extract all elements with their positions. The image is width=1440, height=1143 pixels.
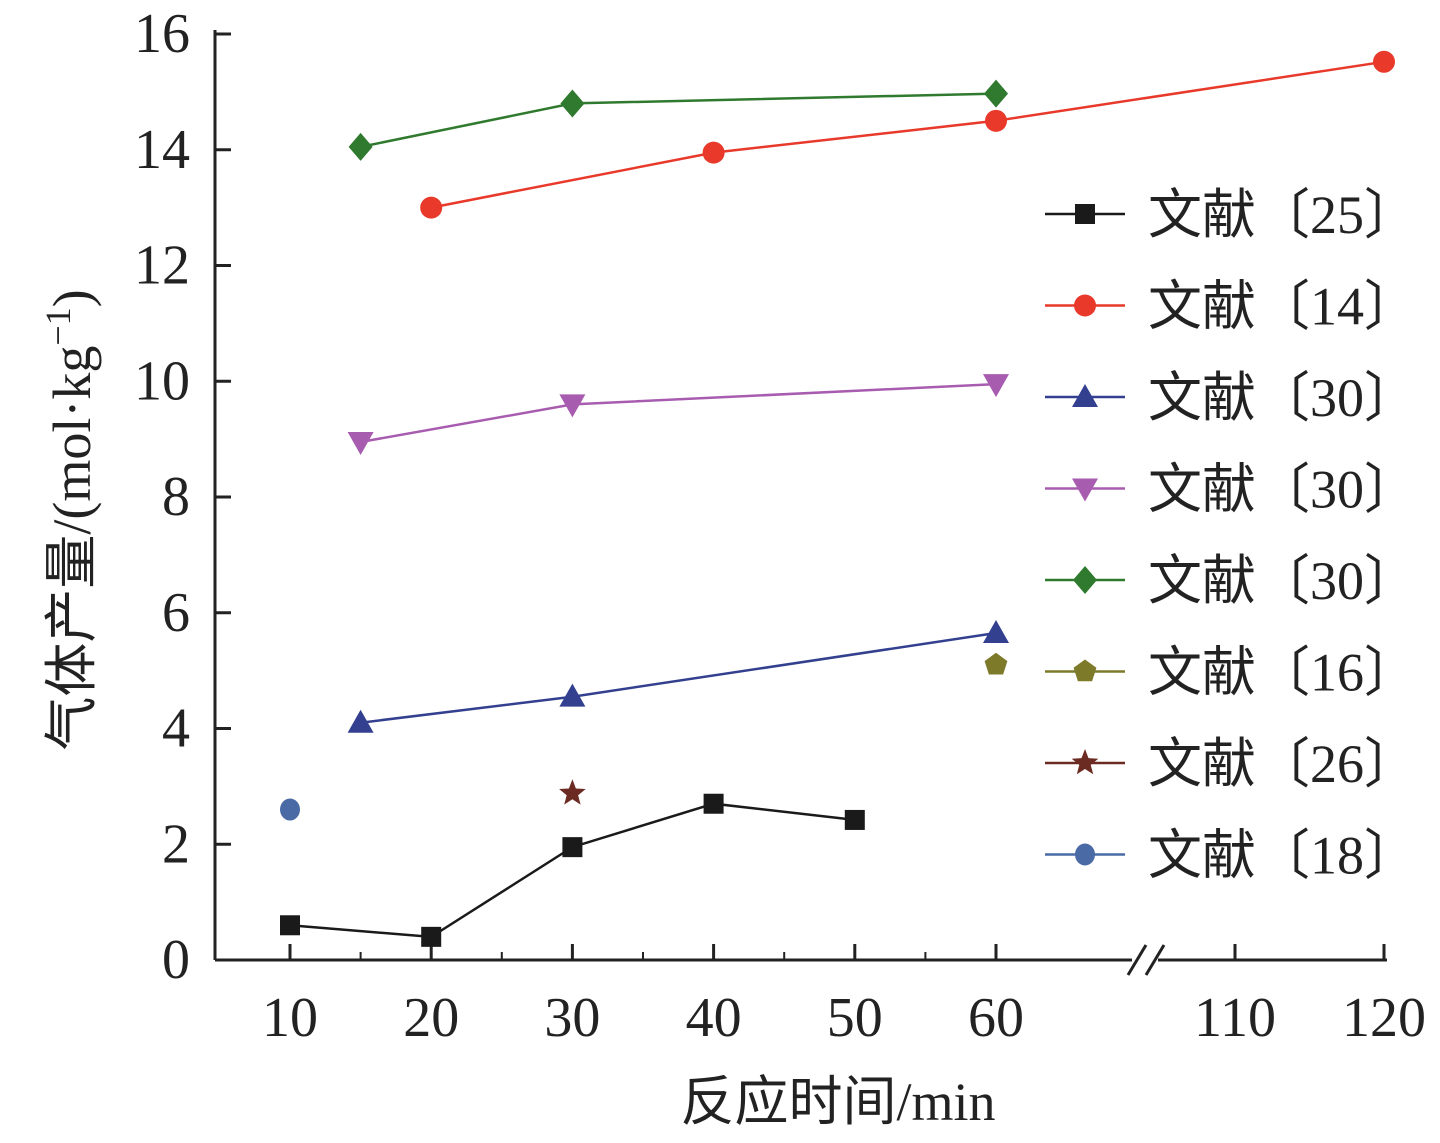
- legend-label: 文献〔25〕: [1148, 185, 1418, 245]
- y-tick-label: 16: [134, 3, 190, 65]
- legend-item: 文献〔16〕: [1045, 643, 1418, 703]
- data-point-triangle-up: [559, 683, 586, 707]
- data-point-pentagon: [1073, 659, 1097, 682]
- legend-label: 文献〔16〕: [1148, 643, 1418, 703]
- y-tick-label: 2: [162, 813, 190, 875]
- data-point-square: [1075, 204, 1095, 224]
- legend-label: 文献〔26〕: [1148, 734, 1418, 794]
- x-tick-label: 30: [544, 987, 600, 1049]
- data-point-circle: [1074, 294, 1096, 317]
- series-line: [360, 382, 997, 444]
- legend-item: 文献〔25〕: [1045, 185, 1418, 245]
- series-layer: [280, 50, 1395, 947]
- legend-label: 文献〔18〕: [1148, 826, 1418, 886]
- legend: 文献〔25〕文献〔14〕文献〔30〕文献〔30〕文献〔30〕文献〔16〕文献〔2…: [1045, 185, 1418, 886]
- axis-break-mark: [1144, 944, 1166, 976]
- x-ticks: 10 20 30 40 50 60 110 120: [262, 944, 1426, 1049]
- legend-item: 文献〔26〕: [1045, 734, 1418, 794]
- series: [280, 793, 865, 947]
- data-point-triangle-up: [1072, 384, 1098, 407]
- data-point-ball: [1075, 843, 1095, 866]
- y-axis-title: 气体产量/(mol·kg−1): [38, 289, 102, 750]
- series-line: [360, 92, 997, 149]
- series: [347, 374, 1009, 456]
- data-point-triangle-down: [1072, 478, 1098, 502]
- data-point-circle: [420, 196, 443, 219]
- data-point-square: [421, 926, 442, 947]
- data-point-square: [703, 793, 724, 814]
- series: [280, 798, 300, 821]
- data-point-square: [562, 837, 583, 858]
- y-ticks: 0 2 4 6 8 10 12 14 16: [134, 3, 231, 991]
- series: [348, 79, 1008, 161]
- y-tick-label: 0: [162, 929, 190, 991]
- series-line: [360, 631, 997, 724]
- legend-item: 文献〔30〕: [1045, 368, 1418, 428]
- y-tick-label: 8: [162, 466, 190, 528]
- data-point-circle: [702, 141, 725, 164]
- series: [347, 620, 1009, 733]
- data-point-circle: [985, 109, 1007, 132]
- legend-label: 文献〔30〕: [1148, 460, 1418, 520]
- legend-label: 文献〔14〕: [1148, 277, 1418, 337]
- legend-item: 文献〔14〕: [1045, 277, 1418, 337]
- x-tick-label: 10: [262, 987, 318, 1049]
- y-axis-title-main: 气体产量/(mol·kg: [42, 346, 102, 751]
- data-point-square: [844, 809, 865, 830]
- legend-item: 文献〔30〕: [1045, 460, 1418, 520]
- legend-label: 文献〔30〕: [1148, 368, 1418, 428]
- data-point-circle: [1373, 50, 1395, 73]
- legend-label: 文献〔30〕: [1148, 551, 1418, 611]
- y-tick-label: 14: [134, 119, 190, 181]
- data-point-diamond: [984, 79, 1008, 108]
- series: [420, 50, 1395, 219]
- x-tick-label: 40: [686, 987, 742, 1049]
- data-point-triangle-up: [347, 709, 374, 733]
- data-point-diamond: [348, 132, 373, 161]
- x-tick-label: 120: [1342, 987, 1426, 1049]
- data-point-square: [280, 915, 300, 936]
- data-point-triangle-down: [347, 432, 374, 456]
- data-point-pentagon: [984, 652, 1008, 675]
- series-line: [289, 802, 855, 939]
- y-tick-label: 6: [162, 582, 190, 644]
- data-point-diamond: [560, 89, 585, 118]
- legend-item: 文献〔30〕: [1045, 551, 1418, 611]
- data-point-triangle-up: [983, 620, 1009, 644]
- x-tick-label: 20: [403, 987, 459, 1049]
- series: [559, 779, 586, 805]
- x-tick-label: 60: [968, 987, 1024, 1049]
- data-point-ball: [280, 798, 300, 821]
- y-tick-label: 10: [134, 350, 190, 412]
- data-point-diamond: [1073, 566, 1097, 594]
- data-point-triangle-down: [983, 374, 1009, 398]
- y-tick-label: 12: [134, 235, 190, 297]
- data-point-star: [1071, 749, 1099, 775]
- axis-break-mark: [1126, 944, 1148, 976]
- axes: [213, 30, 1387, 976]
- x-tick-label: 110: [1194, 987, 1276, 1049]
- data-point-star: [559, 779, 586, 805]
- y-tick-label: 4: [162, 698, 190, 760]
- x-axis-title: 反应时间/min: [680, 1072, 995, 1132]
- y-axis-title-superscript: −1: [38, 307, 78, 345]
- x-tick-label: 50: [827, 987, 883, 1049]
- y-axis-title-close: ): [42, 289, 102, 307]
- series: [984, 652, 1008, 675]
- series-line: [430, 60, 1385, 209]
- data-point-triangle-down: [559, 394, 586, 418]
- legend-item: 文献〔18〕: [1045, 826, 1418, 886]
